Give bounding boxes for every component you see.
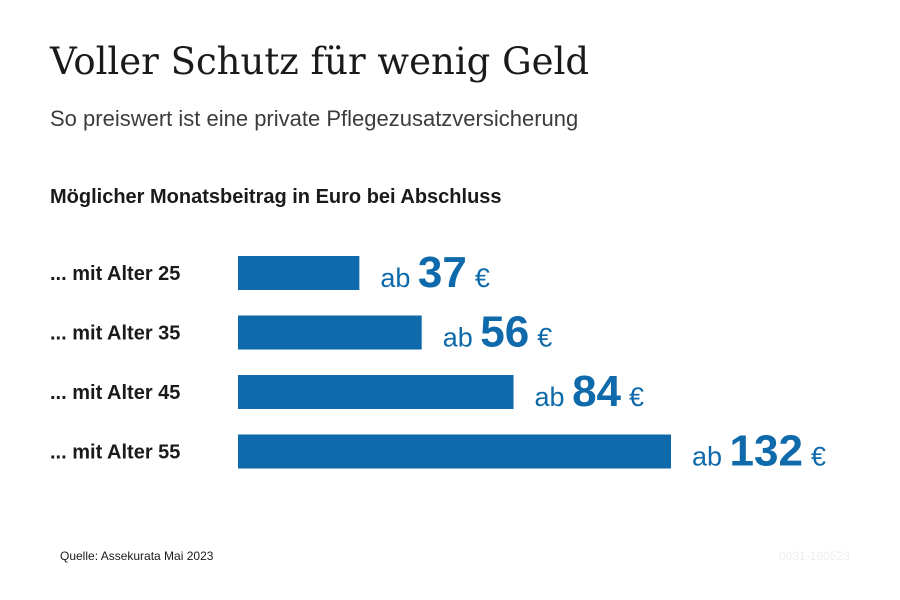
- value-number: 37: [418, 248, 467, 297]
- value-label: ab 84 €: [535, 367, 645, 416]
- page-title: Voller Schutz für wenig Geld: [50, 40, 590, 83]
- bar: [238, 315, 422, 350]
- value-unit: €: [629, 382, 644, 412]
- category-label: ... mit Alter 45: [50, 382, 180, 404]
- chart-code: 0031-160523: [779, 549, 850, 563]
- value-unit: €: [475, 263, 490, 293]
- value-label: ab 56 €: [443, 308, 553, 357]
- value-prefix: ab: [443, 323, 481, 353]
- value-unit: €: [537, 323, 552, 353]
- value-number: 84: [572, 367, 621, 416]
- bar: [238, 434, 671, 469]
- value-unit: €: [811, 442, 826, 472]
- value-label: ab 37 €: [380, 248, 490, 297]
- value-prefix: ab: [692, 442, 730, 472]
- value-number: 132: [730, 427, 803, 476]
- value-prefix: ab: [535, 382, 573, 412]
- value-number: 56: [480, 308, 529, 357]
- page-subtitle: So preiswert ist eine private Pflegezusa…: [50, 106, 579, 131]
- bar: [238, 375, 514, 409]
- value-label: ab 132 €: [692, 427, 826, 476]
- bar: [238, 256, 360, 290]
- source-note: Quelle: Assekurata Mai 2023: [60, 549, 214, 563]
- value-prefix: ab: [380, 263, 418, 293]
- category-label: ... mit Alter 25: [50, 263, 180, 285]
- category-label: ... mit Alter 55: [50, 442, 180, 464]
- category-label: ... mit Alter 35: [50, 323, 180, 345]
- chart-heading: Möglicher Monatsbeitrag in Euro bei Absc…: [50, 186, 502, 208]
